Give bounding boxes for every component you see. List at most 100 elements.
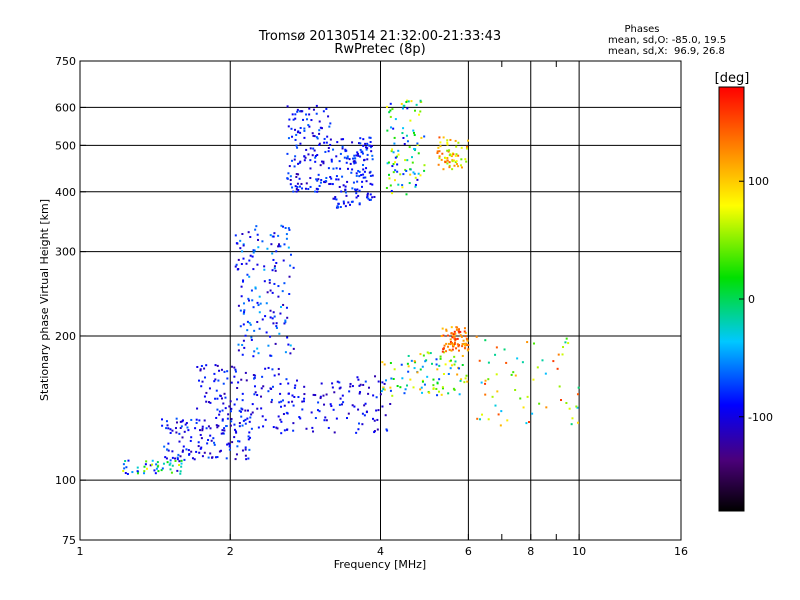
data-point — [437, 390, 440, 393]
data-point — [243, 346, 246, 349]
data-point — [316, 179, 319, 182]
data-point — [564, 341, 567, 344]
data-point — [371, 196, 374, 199]
data-point — [156, 461, 159, 464]
data-point — [345, 149, 348, 152]
data-point — [260, 387, 263, 390]
data-point — [497, 413, 500, 416]
data-point — [409, 168, 412, 171]
data-point — [453, 159, 456, 162]
data-point — [231, 441, 234, 444]
data-point — [328, 183, 331, 186]
data-point — [420, 136, 423, 139]
data-point — [210, 439, 213, 442]
data-point — [241, 280, 244, 283]
data-point — [282, 259, 285, 262]
data-point — [223, 370, 226, 373]
data-point — [287, 172, 290, 175]
data-point — [438, 136, 441, 139]
data-point — [287, 401, 290, 404]
data-point — [248, 322, 251, 325]
data-point — [465, 337, 468, 340]
data-point — [325, 393, 328, 396]
data-point — [335, 175, 338, 178]
data-point — [386, 162, 389, 165]
data-point — [245, 458, 248, 461]
data-point — [246, 409, 249, 412]
data-point — [178, 464, 181, 467]
data-point — [404, 388, 407, 391]
data-point — [254, 286, 257, 289]
data-point — [247, 435, 250, 438]
data-point — [298, 185, 301, 188]
data-point — [200, 364, 203, 367]
data-point — [209, 427, 212, 430]
data-point — [198, 429, 201, 432]
data-point — [355, 154, 358, 157]
data-point — [290, 127, 293, 130]
data-point — [196, 407, 199, 410]
data-point — [155, 467, 158, 470]
data-point — [457, 330, 460, 333]
data-point — [441, 350, 444, 353]
data-point — [455, 326, 458, 329]
data-point — [136, 472, 139, 475]
data-point — [406, 140, 409, 143]
data-point — [362, 176, 365, 179]
data-point — [264, 367, 267, 370]
data-point — [213, 372, 216, 375]
data-point — [295, 175, 298, 178]
data-point — [309, 185, 312, 188]
data-point — [207, 425, 210, 428]
data-point — [259, 302, 262, 305]
data-point — [358, 392, 361, 395]
data-point — [435, 363, 438, 366]
data-point — [419, 388, 422, 391]
data-point — [304, 187, 307, 190]
data-point — [260, 407, 263, 410]
data-point — [408, 146, 411, 149]
data-point — [357, 169, 360, 172]
data-point — [305, 148, 308, 151]
data-point — [414, 176, 417, 179]
data-point — [240, 263, 243, 266]
data-point — [293, 158, 296, 161]
data-point — [304, 156, 307, 159]
data-point — [363, 414, 366, 417]
data-point — [407, 354, 410, 357]
data-point — [368, 171, 371, 174]
data-point — [448, 154, 451, 157]
data-point — [339, 152, 342, 155]
data-point — [503, 348, 506, 351]
data-point — [316, 190, 319, 193]
data-point — [314, 417, 317, 420]
data-point — [241, 392, 244, 395]
stats-line-o: mean, sd,O: -85.0, 19.5 — [608, 35, 726, 46]
data-point — [279, 392, 282, 395]
data-point — [349, 162, 352, 165]
data-point — [165, 457, 168, 460]
data-point — [294, 113, 297, 116]
data-point — [369, 182, 372, 185]
data-point — [273, 315, 276, 318]
data-point — [279, 418, 282, 421]
data-point — [286, 152, 289, 155]
data-point — [375, 396, 378, 399]
data-point — [244, 409, 247, 412]
data-point — [406, 384, 409, 387]
data-point — [333, 431, 336, 434]
data-point — [175, 417, 178, 420]
data-point — [416, 142, 419, 145]
data-point — [292, 422, 295, 425]
data-point — [216, 397, 219, 400]
data-point — [287, 125, 290, 128]
data-point — [370, 146, 373, 149]
data-point — [556, 367, 559, 370]
data-point — [447, 334, 450, 337]
data-point — [234, 430, 237, 433]
data-point — [373, 195, 376, 198]
data-point — [224, 396, 227, 399]
data-point — [562, 346, 565, 349]
y-tick-label: 300 — [55, 246, 76, 259]
data-point — [446, 162, 449, 165]
